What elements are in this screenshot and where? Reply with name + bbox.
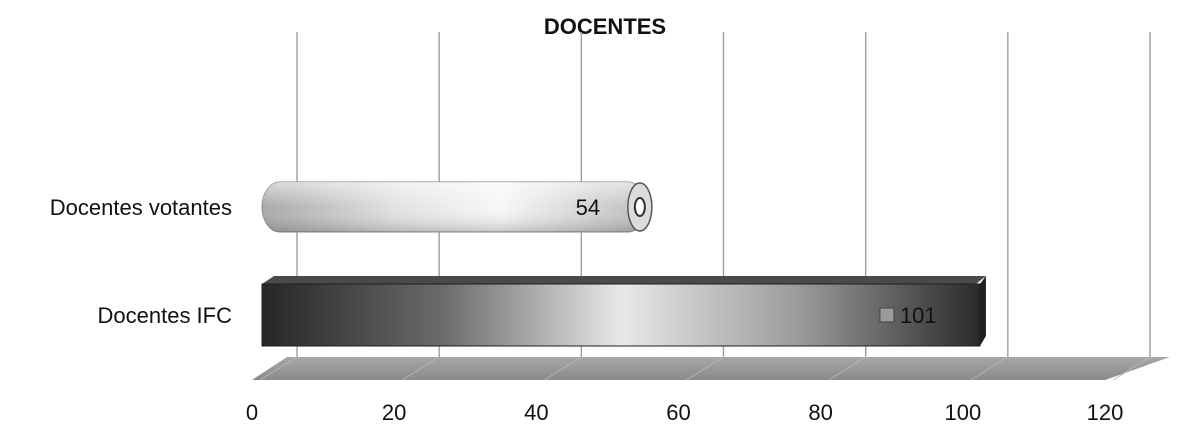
legend-key-icon [879, 307, 895, 323]
x-tick-label: 20 [382, 400, 406, 425]
x-tick-label: 60 [666, 400, 690, 425]
bar-end-face [979, 276, 986, 346]
floor-gridline [544, 356, 582, 381]
bar-docentes-ifc [261, 283, 981, 347]
floor-gridline [401, 356, 440, 381]
floor-gridline [1112, 356, 1151, 381]
category-label: Docentes votantes [50, 195, 232, 220]
data-label: 101 [900, 303, 937, 328]
x-tick-label: 120 [1087, 400, 1124, 425]
x-tick-label: 0 [246, 400, 258, 425]
floor-gridline [828, 356, 866, 381]
floor-gridline [686, 356, 724, 381]
chart-floor [252, 357, 1170, 380]
category-label: Docentes IFC [98, 303, 233, 328]
chart-title: DOCENTES [544, 14, 666, 39]
x-tick-label: 80 [808, 400, 832, 425]
floor-gridline [259, 356, 298, 381]
data-label: 54 [576, 195, 600, 220]
bar-top-face [262, 276, 986, 284]
x-tick-label: 40 [524, 400, 548, 425]
bar-highlight [262, 182, 646, 232]
x-tick-label: 100 [944, 400, 981, 425]
floor-gridline [970, 356, 1009, 381]
bar-end-cap-inner [633, 197, 646, 217]
